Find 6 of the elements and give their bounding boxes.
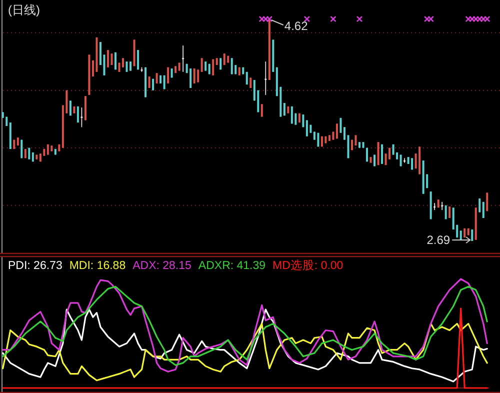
annotation: 4.62 — [270, 19, 308, 33]
annotation: 4.62 — [284, 19, 308, 33]
title: (日线) — [8, 3, 40, 17]
annotation: 2.69 — [426, 233, 471, 247]
legend: PDI: 26.73 MDI: 16.88 ADX: 28.15 ADXR: 41.39 MD选股: 0.00 — [8, 260, 344, 272]
annotation: 2.69 — [426, 233, 450, 247]
